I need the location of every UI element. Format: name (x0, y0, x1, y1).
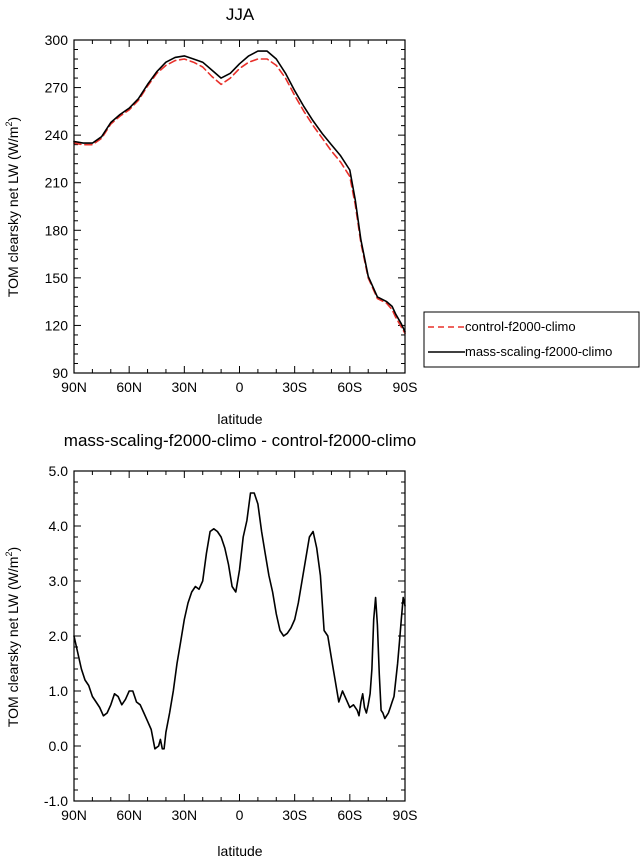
x-tick-label: 60N (116, 379, 142, 395)
y-tick-label: 240 (45, 127, 69, 143)
y-axis-title-superscript: 2 (4, 122, 14, 127)
y-axis-title-close: ) (5, 117, 21, 122)
legend: control-f2000-climo mass-scaling-f2000-c… (423, 311, 640, 368)
y-tick-labels: -1.0 0.0 1.0 2.0 3.0 4.0 5.0 (44, 463, 68, 809)
chart-title: JJA (226, 5, 255, 24)
y-tick-label: 0.0 (49, 738, 69, 754)
x-tick-label: 30N (171, 379, 197, 395)
x-tick-label: 90N (61, 807, 87, 823)
series-line-difference-0 (73, 492, 406, 750)
y-axis-title-main: TOM clearsky net LW (W/m (5, 557, 21, 728)
y-tick-label: 180 (45, 222, 69, 238)
x-axis-title: latitude (217, 843, 262, 859)
x-tick-label: 30S (282, 379, 307, 395)
series-line-mass-scaling-f2000-climo (73, 50, 406, 333)
x-tick-label: 90S (393, 807, 418, 823)
legend-label-mass-scaling: mass-scaling-f2000-climo (465, 344, 612, 359)
y-tick-label: 2.0 (49, 628, 69, 644)
legend-box (423, 311, 640, 368)
x-tick-label: 30N (171, 807, 197, 823)
x-tick-labels: 90N 60N 30N 0 30S 60S 90S (61, 807, 417, 823)
y-axis-title-main: TOM clearsky net LW (W/m (5, 127, 21, 298)
plot-frame (73, 470, 406, 802)
y-axis-title: TOM clearsky net LW (W/m2) (4, 547, 21, 727)
x-tick-label: 90N (61, 379, 87, 395)
x-tick-labels: 90N 60N 30N 0 30S 60S 90S (61, 379, 417, 395)
x-tick-label: 60N (116, 807, 142, 823)
y-axis-title: TOM clearsky net LW (W/m2) (4, 117, 21, 297)
tick-marks (73, 470, 406, 802)
y-tick-label: 270 (45, 80, 69, 96)
x-tick-label: 0 (236, 379, 244, 395)
y-axis-title-superscript: 2 (4, 552, 14, 557)
series-layer (73, 50, 406, 335)
y-tick-label: 300 (45, 32, 69, 48)
y-tick-label: 150 (45, 270, 69, 286)
y-tick-labels: 90 120 150 180 210 240 270 300 (45, 32, 69, 381)
plot-frame (73, 39, 406, 374)
bottom-panel-difference: mass-scaling-f2000-climo - control-f2000… (4, 431, 417, 859)
x-tick-label: 30S (282, 807, 307, 823)
x-tick-label: 0 (236, 807, 244, 823)
x-axis-title: latitude (217, 411, 262, 427)
y-tick-label: 120 (45, 317, 69, 333)
y-tick-label: 5.0 (49, 463, 69, 479)
legend-label-control: control-f2000-climo (465, 319, 576, 334)
x-tick-label: 60S (337, 807, 362, 823)
y-tick-label: 90 (52, 365, 68, 381)
chart-title: mass-scaling-f2000-climo - control-f2000… (64, 431, 416, 450)
y-tick-label: -1.0 (44, 793, 68, 809)
y-tick-label: 1.0 (49, 683, 69, 699)
x-tick-label: 90S (393, 379, 418, 395)
top-panel-jja: JJA 90N 60N 30N 0 30S 60S 90S 90 120 150 180 210 24… (4, 5, 417, 427)
y-tick-label: 4.0 (49, 518, 69, 534)
y-tick-label: 3.0 (49, 573, 69, 589)
series-layer (73, 492, 406, 750)
y-axis-title-close: ) (5, 547, 21, 552)
x-tick-label: 60S (337, 379, 362, 395)
y-tick-label: 210 (45, 175, 69, 191)
